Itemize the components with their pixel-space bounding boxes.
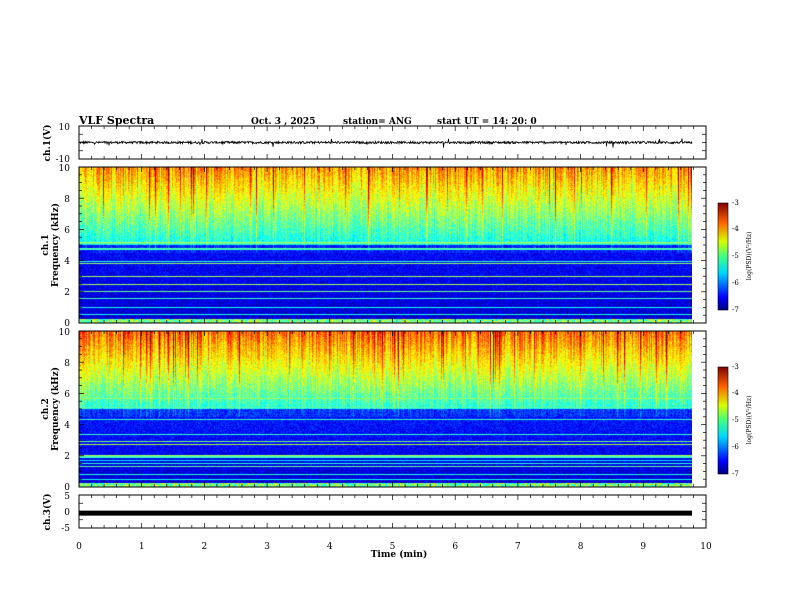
colorbar-ch1-tick-m7: -7 xyxy=(732,306,739,314)
colorbar-ch2: -3 -4 -5 -6 -7 log(PSD)(V²/Hz) xyxy=(717,363,753,478)
colorbar-ch2-tick-m7: -7 xyxy=(732,470,739,478)
ch1-ytick-bottom: -10 xyxy=(56,155,71,165)
axis-ticks xyxy=(78,125,707,529)
colorbar-ch1-label: log(PSD)(V²/Hz) xyxy=(746,232,753,281)
ch2-spectrogram-panel xyxy=(79,331,692,487)
spec2-ytick-6: 6 xyxy=(64,390,70,400)
xtick-0: 0 xyxy=(76,542,82,552)
colorbar-ch2-tick-m5: -5 xyxy=(732,416,739,424)
ch1-spectrogram-image xyxy=(79,167,692,323)
spec1-ytick-8: 8 xyxy=(64,195,70,205)
colorbar-ch1-tick-m4: -4 xyxy=(732,225,739,233)
spec1-ytick-4: 4 xyxy=(64,257,70,267)
xtick-8: 8 xyxy=(578,542,584,552)
spec2-ylabel-frequency: Frequency (kHz) xyxy=(50,367,61,451)
ch3-ylabel: ch.3(V) xyxy=(42,494,53,531)
spec1-ytick-10: 10 xyxy=(59,164,71,174)
date-label: Oct. 3 , 2025 xyxy=(251,117,315,127)
spec1-ytick-6: 6 xyxy=(64,226,70,236)
spec2-ytick-2: 2 xyxy=(64,452,70,462)
colorbar-ch2-tick-m6: -6 xyxy=(732,443,739,451)
colorbar-ch2-tick-m3: -3 xyxy=(732,363,739,371)
chart-title: VLF Spectra xyxy=(78,114,154,127)
ch1-waveform-trace xyxy=(78,138,693,148)
xtick-7: 7 xyxy=(515,542,521,552)
colorbar-ch1: -3 -4 -5 -6 -7 log(PSD)(V²/Hz) xyxy=(717,199,753,314)
colorbar-ch1-tick-m5: -5 xyxy=(732,252,739,260)
ch2-spectrogram-image xyxy=(79,331,692,487)
spec2-ylabel-channel: ch.2 xyxy=(41,398,51,419)
xtick-2: 2 xyxy=(202,542,208,552)
spec1-ytick-0: 0 xyxy=(64,319,70,329)
xtick-6: 6 xyxy=(452,542,458,552)
ch3-ytick-bottom: -5 xyxy=(61,524,70,534)
xtick-9: 9 xyxy=(640,542,646,552)
x-axis-label: Time (min) xyxy=(371,549,428,560)
xtick-4: 4 xyxy=(327,542,333,552)
ch3-ytick-mid: 0 xyxy=(64,508,70,518)
ch1-ylabel: ch.1(V) xyxy=(42,125,53,162)
spec2-ytick-8: 8 xyxy=(64,359,70,369)
spec1-ylabel-frequency: Frequency (kHz) xyxy=(50,203,61,287)
spec1-ylabel-channel: ch.1 xyxy=(41,234,51,255)
spec1-ytick-2: 2 xyxy=(64,288,70,298)
xtick-3: 3 xyxy=(264,542,270,552)
start-time-label: start UT = 14: 20: 0 xyxy=(437,117,537,127)
ch3-ytick-top: 5 xyxy=(64,492,70,502)
colorbar-ch2-tick-m4: -4 xyxy=(732,389,739,397)
spec2-ytick-10: 10 xyxy=(59,328,71,338)
spec2-ytick-0: 0 xyxy=(64,483,70,493)
colorbar-ch1-gradient xyxy=(717,202,729,311)
colorbar-ch2-label: log(PSD)(V²/Hz) xyxy=(746,396,753,445)
colorbar-ch1-tick-m3: -3 xyxy=(732,199,739,207)
station-label: station= ANG xyxy=(343,117,412,127)
spec2-ytick-4: 4 xyxy=(64,421,70,431)
colorbar-ch1-tick-m6: -6 xyxy=(732,279,739,287)
ch1-spectrogram-panel xyxy=(79,167,692,323)
ch1-ytick-top: 10 xyxy=(59,123,71,133)
xtick-5: 5 xyxy=(390,542,396,552)
xtick-1: 1 xyxy=(139,542,145,552)
xtick-10: 10 xyxy=(700,542,712,552)
colorbar-ch2-gradient xyxy=(717,366,729,475)
